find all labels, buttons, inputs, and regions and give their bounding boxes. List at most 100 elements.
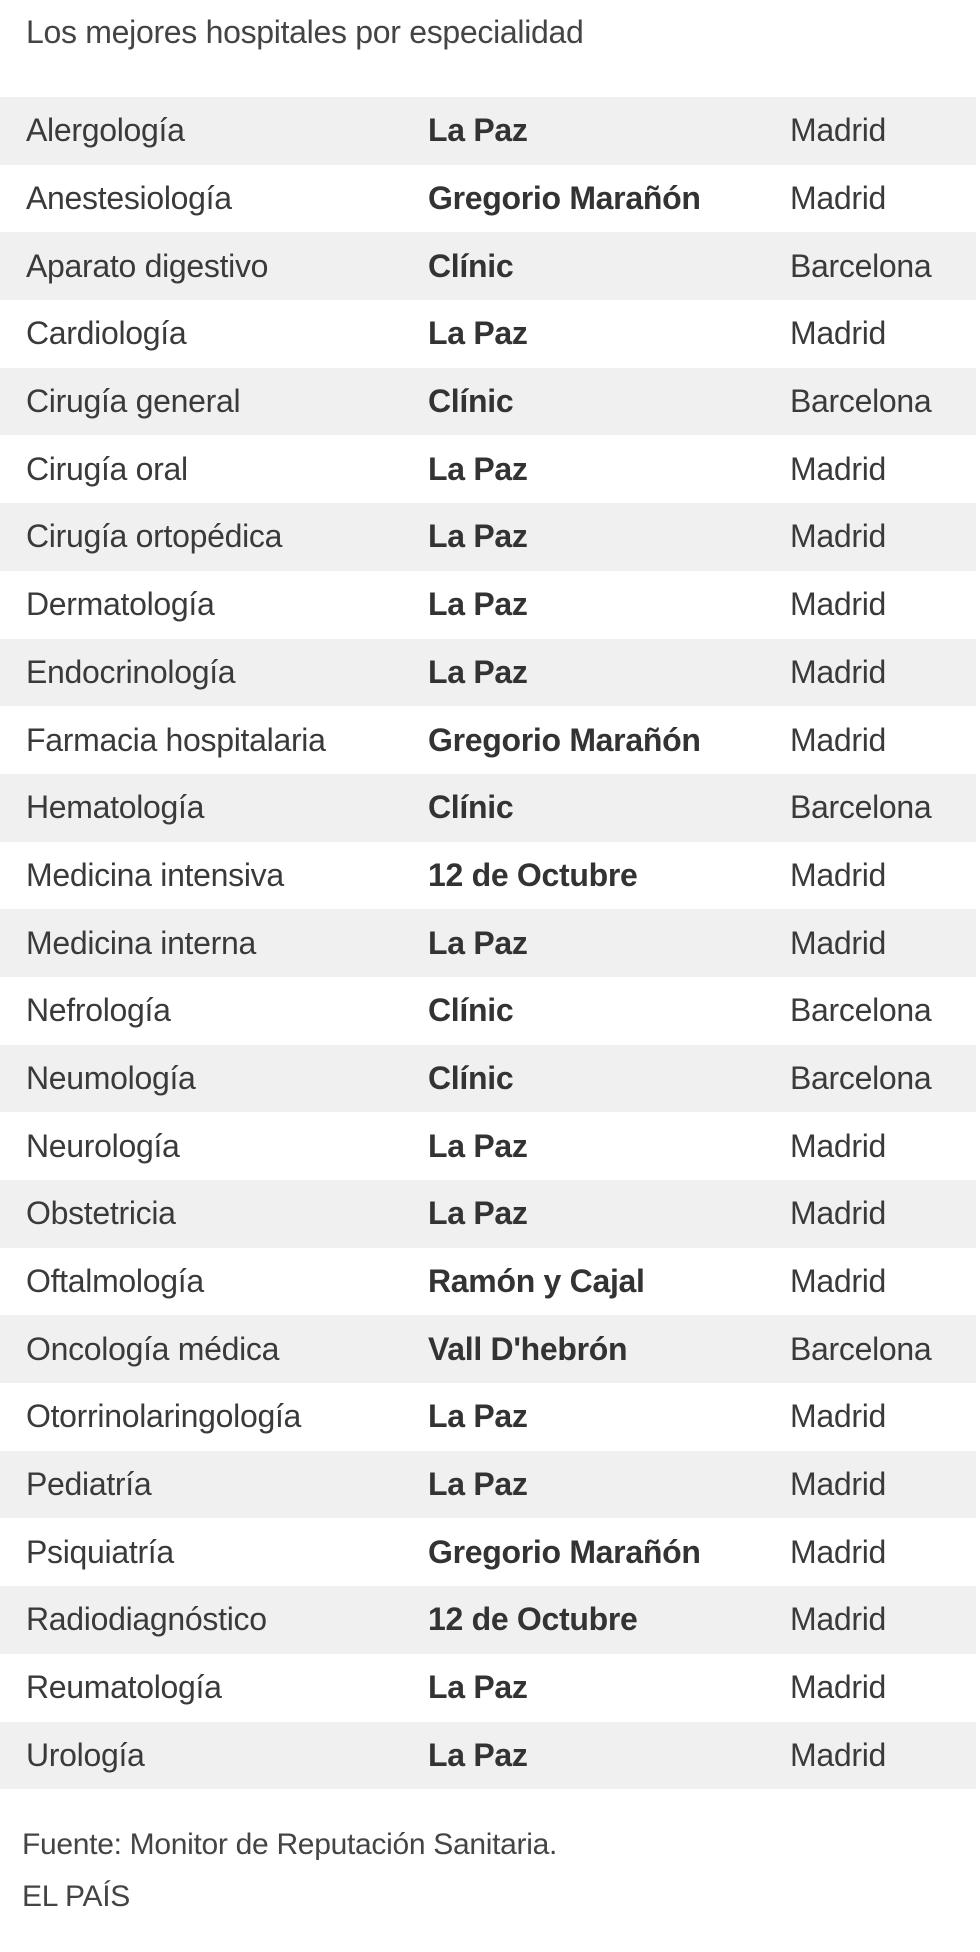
city-cell: Madrid <box>790 1466 887 1503</box>
table-row: Endocrinología La Paz Madrid <box>0 638 976 707</box>
city-cell: Madrid <box>790 180 887 217</box>
table-row: Alergología La Paz Madrid <box>0 97 976 165</box>
source-note: Fuente: Monitor de Reputación Sanitaria. <box>22 1828 557 1861</box>
specialty-cell: Pediatría <box>26 1466 152 1503</box>
table-row: Neumología Clínic Barcelona <box>0 1044 976 1113</box>
hospital-cell: Clínic <box>428 383 514 420</box>
city-cell: Madrid <box>790 112 887 149</box>
specialty-cell: Radiodiagnóstico <box>26 1601 267 1638</box>
hospitals-table: Alergología La Paz Madrid Anestesiología Gre… <box>0 97 976 1790</box>
hospital-cell: La Paz <box>428 924 528 961</box>
city-cell: Madrid <box>790 1398 887 1435</box>
city-cell: Barcelona <box>790 1059 932 1096</box>
specialty-cell: Farmacia hospitalaria <box>26 721 326 758</box>
table-row: Reumatología La Paz Madrid <box>0 1654 976 1722</box>
specialty-cell: Hematología <box>26 789 205 826</box>
city-cell: Madrid <box>790 518 887 555</box>
hospital-cell: La Paz <box>428 1466 528 1503</box>
table-row: Oftalmología Ramón y Cajal Madrid <box>0 1248 976 1316</box>
table-row: Aparato digestivo Clínic Barcelona <box>0 232 976 301</box>
specialty-cell: Neurología <box>26 1127 180 1164</box>
hospital-cell: Clínic <box>428 992 514 1029</box>
hospital-cell: La Paz <box>428 518 528 555</box>
hospital-cell: 12 de Octubre <box>428 856 638 893</box>
specialty-cell: Cirugía general <box>26 383 241 420</box>
city-cell: Madrid <box>790 1127 887 1164</box>
city-cell: Madrid <box>790 924 887 961</box>
table-row: Oncología médica Vall D'hebrón Barcelona <box>0 1315 976 1384</box>
table-row: Cirugía ortopédica La Paz Madrid <box>0 503 976 571</box>
table-row: Farmacia hospitalaria Gregorio Marañón Mad… <box>0 706 976 774</box>
table-row: Cirugía oral La Paz Madrid <box>0 435 976 503</box>
hospital-cell: Clínic <box>428 247 514 284</box>
table-row: Medicina intensiva 12 de Octubre Madrid <box>0 842 976 910</box>
table-row: Radiodiagnóstico 12 de Octubre Madrid <box>0 1586 976 1654</box>
hospital-cell: Gregorio Marañón <box>428 180 701 217</box>
city-cell: Madrid <box>790 856 887 893</box>
specialty-cell: Otorrinolaringología <box>26 1398 302 1435</box>
specialty-cell: Nefrología <box>26 992 171 1029</box>
table-row: Otorrinolaringología La Paz Madrid <box>0 1383 976 1451</box>
specialty-cell: Urología <box>26 1736 145 1773</box>
city-cell: Madrid <box>790 721 887 758</box>
specialty-cell: Dermatología <box>26 586 215 623</box>
hospital-cell: La Paz <box>428 450 528 487</box>
hospital-cell: La Paz <box>428 315 528 352</box>
hospital-cell: La Paz <box>428 112 528 149</box>
hospital-cell: La Paz <box>428 1736 528 1773</box>
city-cell: Madrid <box>790 1533 887 1570</box>
specialty-cell: Reumatología <box>26 1669 222 1706</box>
table-row: Cardiología La Paz Madrid <box>0 300 976 368</box>
credit: EL PAÍS <box>22 1880 130 1913</box>
city-cell: Barcelona <box>790 789 932 826</box>
city-cell: Madrid <box>790 586 887 623</box>
hospital-cell: La Paz <box>428 653 528 690</box>
specialty-cell: Cardiología <box>26 315 187 352</box>
table-row: Dermatología La Paz Madrid <box>0 571 976 639</box>
specialty-cell: Oncología médica <box>26 1330 280 1367</box>
hospital-cell: Gregorio Marañón <box>428 721 701 758</box>
hospital-cell: La Paz <box>428 586 528 623</box>
city-cell: Madrid <box>790 1669 887 1706</box>
specialty-cell: Endocrinología <box>26 653 236 690</box>
table-row: Medicina interna La Paz Madrid <box>0 909 976 977</box>
table-row: Nefrología Clínic Barcelona <box>0 977 976 1045</box>
table-row: Urología La Paz Madrid <box>0 1721 976 1790</box>
table-row: Pediatría La Paz Madrid <box>0 1450 976 1519</box>
specialty-cell: Aparato digestivo <box>26 247 269 284</box>
specialty-cell: Anestesiología <box>26 180 232 217</box>
hospital-cell: Ramón y Cajal <box>428 1263 645 1300</box>
specialty-cell: Neumología <box>26 1059 196 1096</box>
table-row: Obstetricia La Paz Madrid <box>0 1180 976 1248</box>
specialty-cell: Cirugía ortopédica <box>26 518 283 555</box>
table-row: Anestesiología Gregorio Marañón Madrid <box>0 165 976 233</box>
page-title: Los mejores hospitales por especialidad <box>26 14 584 50</box>
city-cell: Barcelona <box>790 992 932 1029</box>
specialty-cell: Cirugía oral <box>26 450 188 487</box>
city-cell: Barcelona <box>790 383 932 420</box>
hospital-cell: Vall D'hebrón <box>428 1330 628 1367</box>
table-row: Hematología Clínic Barcelona <box>0 773 976 842</box>
city-cell: Madrid <box>790 653 887 690</box>
specialty-cell: Medicina intensiva <box>26 856 284 893</box>
specialty-cell: Psiquiatría <box>26 1533 174 1570</box>
hospital-cell: La Paz <box>428 1127 528 1164</box>
hospital-cell: 12 de Octubre <box>428 1601 638 1638</box>
hospital-cell: La Paz <box>428 1398 528 1435</box>
city-cell: Madrid <box>790 315 887 352</box>
city-cell: Madrid <box>790 1263 887 1300</box>
table-row: Cirugía general Clínic Barcelona <box>0 367 976 436</box>
table-row: Psiquiatría Gregorio Marañón Madrid <box>0 1518 976 1586</box>
hospital-cell: Clínic <box>428 1059 514 1096</box>
table-row: Neurología La Paz Madrid <box>0 1112 976 1180</box>
hospital-cell: Clínic <box>428 789 514 826</box>
hospital-cell: La Paz <box>428 1195 528 1232</box>
hospital-cell: La Paz <box>428 1669 528 1706</box>
specialty-cell: Medicina interna <box>26 924 256 961</box>
city-cell: Barcelona <box>790 247 932 284</box>
city-cell: Barcelona <box>790 1330 932 1367</box>
city-cell: Madrid <box>790 1195 887 1232</box>
specialty-cell: Oftalmología <box>26 1263 204 1300</box>
specialty-cell: Alergología <box>26 112 185 149</box>
specialty-cell: Obstetricia <box>26 1195 176 1232</box>
